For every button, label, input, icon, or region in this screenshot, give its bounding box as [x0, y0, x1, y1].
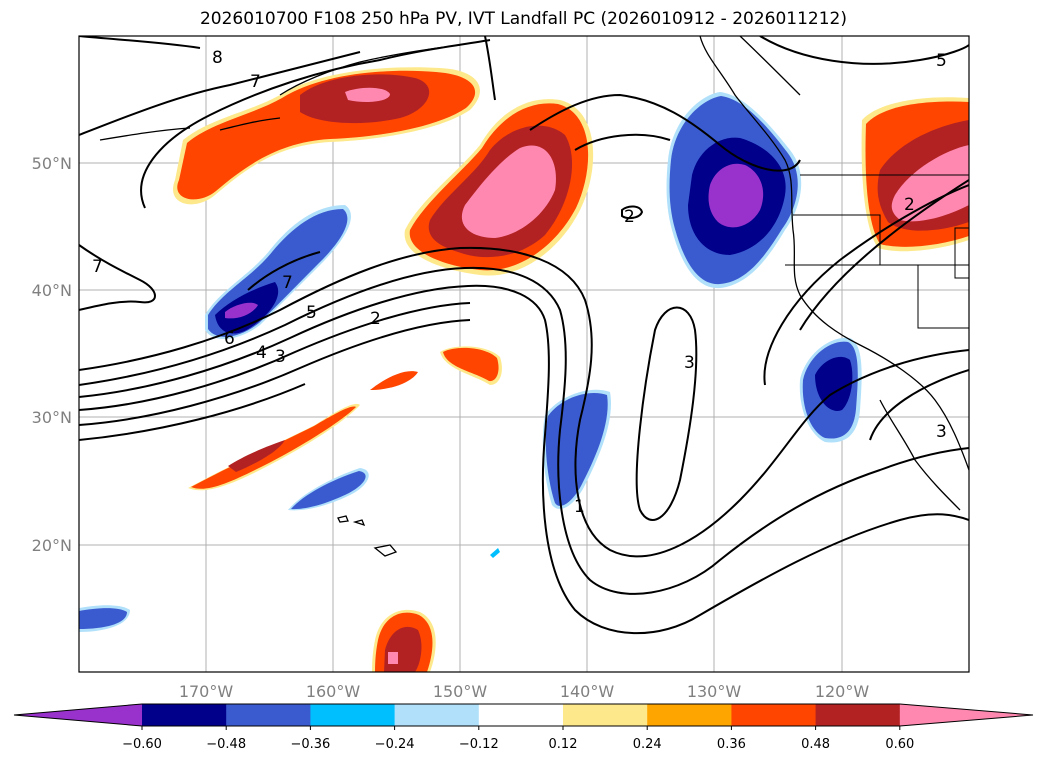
contour-label: 3	[684, 353, 695, 373]
colorbar-segment	[478, 704, 564, 726]
lat-tick-label: 40°N	[32, 281, 72, 300]
colorbar-label: 0.36	[717, 737, 746, 752]
colorbar-segment	[815, 704, 901, 726]
colorbar-label: −0.12	[459, 737, 499, 752]
contour-label: 2	[904, 195, 915, 215]
positive-anomaly-band	[188, 403, 360, 491]
colorbar-segment	[731, 704, 817, 726]
colorbar-segment	[226, 704, 311, 726]
lon-tick-label: 130°W	[687, 682, 742, 701]
lat-tick-label: 30°N	[32, 408, 72, 427]
colorbar-label: −0.24	[375, 737, 415, 752]
contour-label: 7	[92, 257, 103, 277]
contour-label: 6	[224, 329, 235, 349]
colorbar-segment	[310, 704, 396, 726]
lat-tick-labels: 50°N 40°N 30°N 20°N	[32, 154, 72, 555]
positive-anomaly-central	[404, 99, 594, 276]
colorbar-segment	[142, 704, 227, 726]
contour-label: 2	[370, 309, 381, 329]
contour-label: 5	[936, 51, 947, 71]
colorbar: −0.60 −0.48 −0.36 −0.24 −0.12 0.12 0.24 0.36 0.4…	[13, 703, 1034, 752]
colorbar-label: 0.60	[885, 737, 914, 752]
lon-tick-label: 160°W	[306, 682, 361, 701]
lon-tick-label: 120°W	[815, 682, 870, 701]
lon-tick-label: 140°W	[560, 682, 615, 701]
colorbar-label: 0.48	[801, 737, 830, 752]
lon-tick-labels: 170°W 160°W 150°W 140°W 130°W 120°W	[179, 682, 870, 701]
contour-label: 1	[574, 497, 585, 517]
contour-label: 3	[936, 422, 947, 442]
contour-label: 7	[250, 72, 261, 92]
colorbar-label: −0.48	[206, 737, 246, 752]
positive-anomaly-south	[372, 609, 436, 672]
colorbar-label: −0.60	[122, 737, 162, 752]
colorbar-segment	[394, 704, 480, 726]
positive-anomaly-small	[370, 346, 502, 390]
lon-tick-label: 150°W	[433, 682, 488, 701]
contour-label: 7	[282, 273, 293, 293]
lat-tick-label: 20°N	[32, 536, 72, 555]
negative-anomaly-west	[205, 205, 351, 340]
lat-tick-label: 50°N	[32, 154, 72, 173]
contour-label: 4	[256, 343, 267, 363]
state-borders	[785, 174, 969, 329]
positive-anomaly-aleutian	[173, 67, 480, 205]
colorbar-label: 0.12	[549, 737, 578, 752]
colorbar-extend-high	[899, 704, 1033, 726]
contour-label: 5	[306, 303, 317, 323]
colorbar-label: −0.36	[290, 737, 330, 752]
map-frame	[78, 35, 970, 673]
colorbar-label: 0.24	[633, 737, 662, 752]
contour-label: 3	[275, 347, 286, 367]
pv-contours	[79, 36, 969, 635]
negative-anomaly-northeast	[666, 92, 802, 289]
positive-anomaly-northeast	[861, 97, 969, 252]
colorbar-extend-low	[14, 704, 142, 726]
contour-label: 8	[212, 48, 223, 68]
contour-label: 2	[624, 207, 635, 227]
colorbar-segment	[563, 704, 648, 726]
contour-labels: 8 7 7 7 6 5 4 3 2 2 1 3 5 3 2	[92, 48, 947, 517]
chart-title: 2026010700 F108 250 hPa PV, IVT Landfall…	[199, 9, 847, 29]
lon-tick-label: 170°W	[179, 682, 234, 701]
negative-anomaly-east	[799, 337, 862, 443]
colorbar-segment	[647, 704, 732, 726]
